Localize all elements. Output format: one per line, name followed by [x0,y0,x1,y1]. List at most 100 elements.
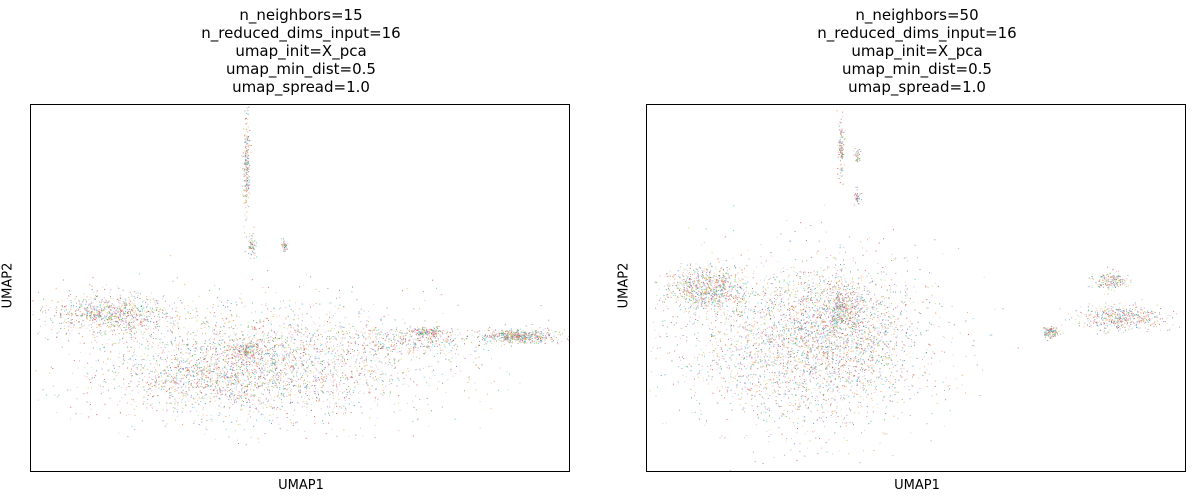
scatter-point [273,350,275,352]
scatter-point [356,359,358,361]
scatter-point [489,327,491,329]
scatter-point [442,349,444,351]
scatter-point [341,330,343,332]
scatter-point [154,316,156,318]
scatter-point [175,320,177,322]
scatter-point [387,314,389,316]
scatter-point [107,358,109,360]
scatter-point [92,347,94,349]
scatter-point [483,348,485,350]
scatter-point [541,338,543,340]
scatter-point [240,383,242,385]
scatter-point [291,381,293,383]
scatter-point [431,346,433,348]
scatter-point [175,383,177,385]
scatter-point [276,354,278,356]
scatter-point [241,404,243,406]
scatter-point [233,397,235,399]
scatter-point [109,300,111,302]
scatter-point [534,330,536,332]
scatter-point [130,358,132,360]
scatter-point [136,363,138,365]
scatter-point [45,312,47,314]
scatter-point [486,393,488,395]
scatter-point [316,369,318,371]
scatter-point [140,369,142,371]
scatter-point [315,289,317,290]
scatter-point [343,333,345,335]
scatter-point [232,383,234,385]
scatter-point [275,383,277,385]
scatter-point [114,317,115,319]
scatter-point [95,317,97,319]
scatter-point [98,313,100,315]
scatter-point [295,364,297,366]
scatter-point [152,407,154,409]
scatter-point [277,395,279,397]
scatter-point [207,376,209,378]
scatter-point [222,387,224,389]
scatter-point [258,442,260,443]
scatter-point [223,421,225,423]
scatter-point [335,373,337,375]
scatter-point [227,384,229,386]
scatter-point [471,342,473,344]
scatter-point [230,396,232,398]
scatter-point [192,374,194,376]
scatter-point [223,305,225,306]
scatter-point [137,307,138,309]
scatter-point [306,406,308,408]
scatter-point [268,366,270,368]
scatter-point [147,398,149,400]
scatter-point [342,376,344,378]
scatter-point [374,350,376,352]
scatter-point [532,341,534,343]
scatter-point [255,327,257,329]
scatter-point [135,307,137,309]
scatter-point [226,383,228,385]
scatter-point [243,338,244,340]
scatter-point [65,334,67,335]
scatter-point [226,363,228,365]
scatter-point [363,342,365,344]
scatter-point [338,399,340,400]
scatter-point [383,392,385,393]
scatter-point [327,336,329,338]
scatter-point [386,307,388,309]
scatter-point [525,338,527,340]
scatter-point [86,311,88,313]
scatter-point [280,336,282,338]
scatter-point [177,383,179,385]
scatter-point [97,313,99,315]
scatter-point [316,348,318,350]
scatter-point [518,341,520,343]
scatter-point [32,300,34,302]
scatter-point [228,342,230,344]
scatter-point [132,309,134,311]
scatter-point [140,314,142,316]
scatter-point [197,368,198,370]
scatter-point [152,298,154,300]
scatter-point [378,360,380,362]
scatter-point [419,308,420,310]
scatter-point [405,340,407,342]
scatter-point [250,395,251,397]
scatter-point [72,372,74,374]
scatter-point [226,386,228,388]
scatter-point [199,391,201,393]
scatter-point [118,385,120,387]
scatter-point [225,318,227,320]
scatter-point [147,320,149,322]
scatter-point [119,315,121,317]
scatter-point [236,369,238,371]
scatter-point [186,393,188,395]
scatter-point [172,396,174,397]
scatter-point [293,319,295,321]
scatter-point [290,324,292,326]
scatter-point [219,336,221,338]
scatter-point [374,343,376,345]
scatter-point [345,378,346,380]
scatter-point [393,411,395,413]
scatter-point [250,350,252,352]
scatter-point [241,372,243,374]
